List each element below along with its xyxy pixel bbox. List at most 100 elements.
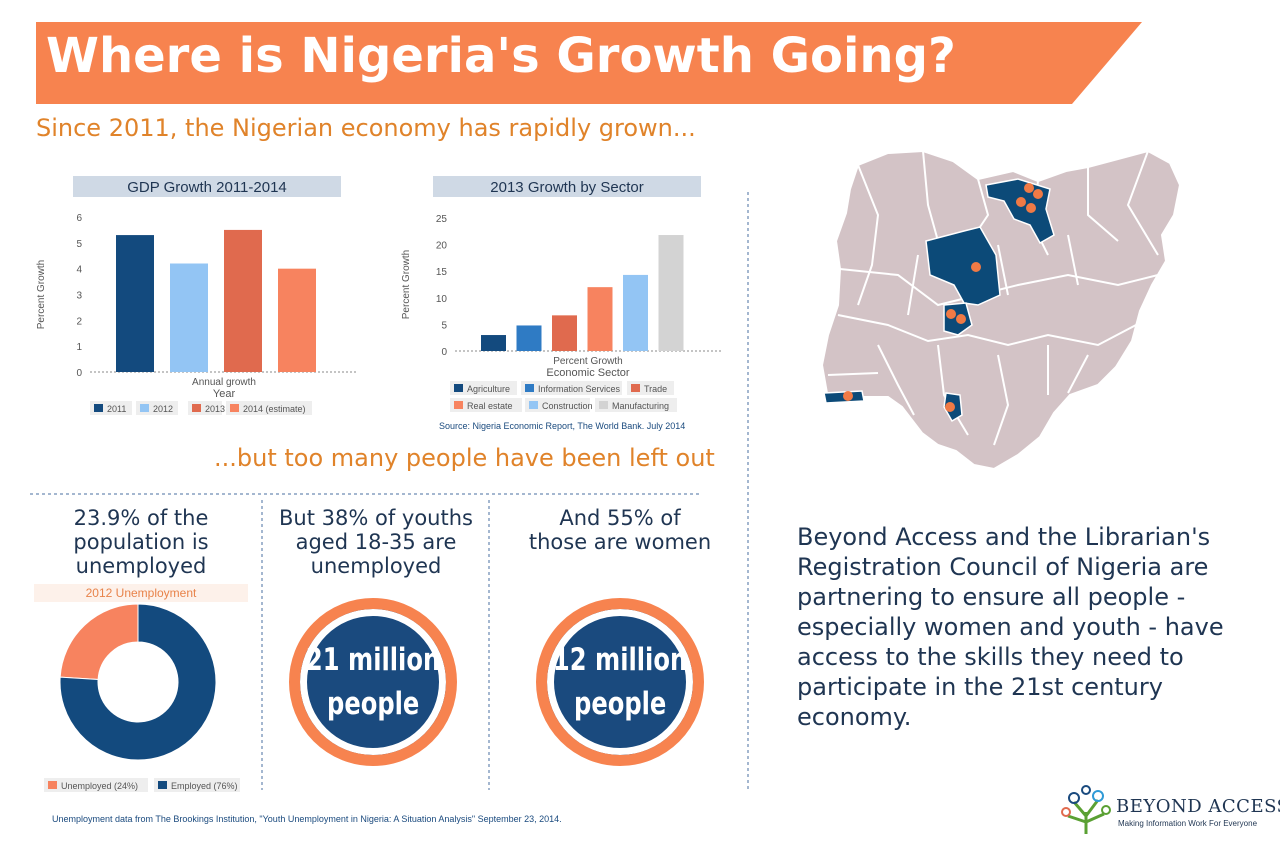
legend-swatch [94,404,103,412]
bubble-line: people [326,686,420,722]
legend-item-bg [450,398,522,412]
subtitle: Since 2011, the Nigerian economy has rap… [36,114,696,142]
legend-item-bg [154,778,240,792]
legend-swatch [230,404,239,412]
chart-title-box [433,176,701,197]
bar-2012 [170,263,208,372]
legend-item-bg [595,398,677,412]
x-axis-label: Economic Sector [546,367,629,379]
bubble-line: 12 million [552,642,688,678]
y-tick-label: 10 [436,294,448,305]
divider-vertical-1 [261,500,263,790]
stat-population-unemployed: 23.9% of the population is unemployed [34,506,248,578]
chart-title: 2013 Growth by Sector [490,179,643,196]
stat-line: population is [73,530,209,554]
y-tick-label: 6 [76,213,82,224]
partnership-statement: Beyond Access and the Librarian's Regist… [797,523,1224,731]
y-tick-label: 0 [76,368,82,379]
legend-swatch [158,781,167,789]
legend-label: 2011 [107,404,126,414]
unemployment-chart-title: 2012 Unemployment [34,584,248,602]
legend-item-bg [525,398,590,412]
bubble-12-million: 12 million people [536,598,704,766]
y-tick-label: 1 [76,342,82,353]
stat-line: 23.9% of the [73,506,209,530]
logo-tagline: Making Information Work For Everyone [1118,819,1258,828]
nigeria-map [820,149,1182,471]
bar-real-estate [587,287,613,351]
legend-item-bg [44,778,148,792]
donut-slice-employed-76- [59,604,217,761]
legend-item-bg [521,381,622,395]
legend-label: Trade [644,384,667,394]
stat-line: But 38% of youths [279,506,473,530]
y-axis-label: Percent Growth [36,260,47,329]
legend-label: Unemployed (24%) [61,781,138,791]
legend-swatch [140,404,149,412]
legend-item-bg [226,401,312,415]
y-tick-label: 3 [76,291,82,302]
sector-growth-chart: 2013 Growth by Sector 0 5 10 15 20 25 Percent G… [401,176,723,412]
y-tick-label: 5 [76,239,82,250]
legend-label: 2013 [205,404,225,414]
map-state-borders [827,150,1159,446]
y-tick-label: 15 [436,267,448,278]
gdp-growth-chart: GDP Growth 2011-2014 0 1 2 3 4 5 6 Percent Growt… [36,176,356,415]
unemployment-source-note: Unemployment data from The Brookings Ins… [52,814,562,824]
stat-line: aged 18-35 are [295,530,457,554]
legend-label: Real estate [467,401,513,411]
legend-swatch [631,384,640,392]
y-tick-label: 5 [441,320,447,331]
bar-trade [552,315,577,351]
stat-line: And 55% of [559,506,681,530]
legend-swatch [192,404,201,412]
y-tick-label: 2 [76,316,82,327]
bubble-line: people [573,686,667,722]
bar-information-services [516,325,542,351]
subtitle-left-out: ...but too many people have been left ou… [214,444,715,472]
y-tick-label: 4 [76,265,82,276]
beyond-access-tree-icon [1061,785,1111,834]
bar-2011 [116,235,154,372]
x-axis-label: Year [213,388,236,400]
y-tick-label: 20 [436,241,448,252]
stat-women: And 55% of those are women [510,506,730,554]
legend-label: Agriculture [467,384,510,394]
bar-2013 [224,229,262,372]
y-tick-label: 0 [441,347,447,358]
category-label: Annual growth [192,377,256,388]
logo-name: BEYOND ACCESS [1116,796,1280,817]
bar-2014-estimate- [278,268,316,372]
stat-line: unemployed [310,554,442,578]
legend-label: Manufacturing [612,401,669,411]
legend-swatch [454,401,463,409]
divider-vertical-2 [488,500,490,790]
legend-swatch [525,384,534,392]
stat-line: unemployed [75,554,207,578]
legend-label: 2012 [153,404,173,414]
bubble-21-million: 21 million people [289,598,457,766]
legend-swatch [599,401,608,409]
map-country-shape [820,149,1182,471]
bubble-line: 21 million [305,642,441,678]
growth-source-note: Source: Nigeria Economic Report, The Wor… [439,421,686,431]
unemployment-donut-chart: Unemployed (24%) Employed (76%) [44,604,240,792]
bar-construction [623,274,648,351]
stat-line: those are women [528,530,712,554]
legend-label: 2014 (estimate) [243,404,306,414]
legend-swatch [529,401,538,409]
divider-vertical-main [747,192,749,792]
divider-horizontal [30,493,700,495]
legend-label: Construction [542,401,593,411]
bar-manufacturing [658,235,684,351]
bar-agriculture [481,335,506,351]
legend-item-bg [450,381,517,395]
legend-label: Employed (76%) [171,781,238,791]
page-title: Where is Nigeria's Growth Going? [46,28,956,84]
legend-swatch [454,384,463,392]
map-dots [843,183,1043,412]
chart-title: GDP Growth 2011-2014 [127,179,287,196]
stat-youth-unemployed: But 38% of youths aged 18-35 are unemplo… [266,506,486,578]
donut-slice-unemployed-24- [59,604,139,681]
title-banner [36,22,1142,104]
